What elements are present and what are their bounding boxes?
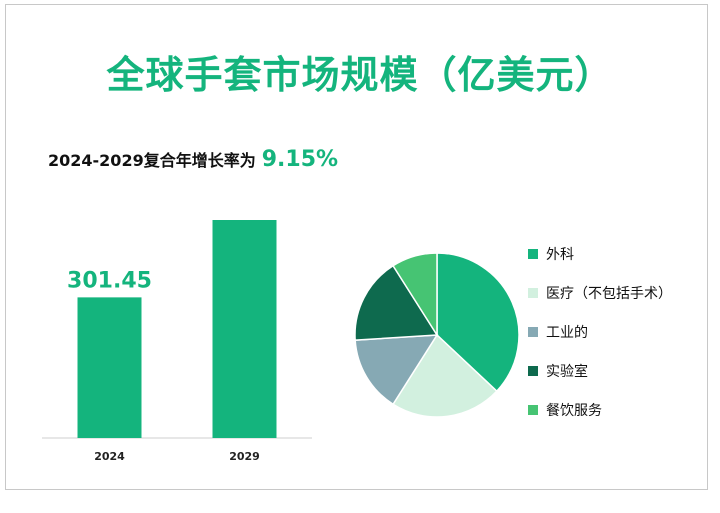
chart-title: 全球手套市场规模（亿美元） — [106, 53, 614, 97]
legend-swatch — [528, 288, 538, 298]
legend-swatch — [528, 366, 538, 376]
cagr-value: 9.15% — [261, 147, 339, 172]
legend-item: 工业的 — [528, 322, 672, 342]
legend-label: 餐饮服务 — [546, 403, 602, 419]
pie-legend: 外科医疗（不包括手术） 工业的实验室餐饮服务 — [528, 244, 672, 439]
pie-slice-1 — [436, 252, 520, 393]
legend-label: 实验室 — [546, 364, 588, 380]
legend-label: 外科 — [546, 247, 574, 263]
legend-label: 医疗（不包括手术） — [546, 286, 672, 302]
cagr-line: 2024-2029复合年增长率为 9.15% — [48, 147, 338, 172]
pie-slice-4 — [354, 264, 439, 341]
tick-label-2029: 2029 — [229, 450, 260, 463]
bar-2029 — [212, 220, 277, 438]
legend-label: 工业的 — [546, 325, 588, 341]
bar-2024 — [77, 297, 142, 438]
legend-swatch — [528, 249, 538, 259]
legend-item: 医疗（不包括手术） — [528, 283, 672, 303]
pie-slice-5 — [392, 252, 438, 338]
data-label-2024: 301.45 — [67, 268, 152, 293]
chart-frame — [5, 4, 708, 490]
tick-label-2024: 2024 — [94, 450, 125, 463]
legend-item: 餐饮服务 — [528, 400, 672, 420]
legend-item: 外科 — [528, 244, 672, 264]
pie-slice-2 — [392, 333, 498, 418]
cagr-label: 2024-2029复合年增长率为 — [48, 151, 256, 170]
pie-slice-3 — [354, 334, 439, 406]
legend-swatch — [528, 405, 538, 415]
legend-item: 实验室 — [528, 361, 672, 381]
legend-swatch — [528, 327, 538, 337]
